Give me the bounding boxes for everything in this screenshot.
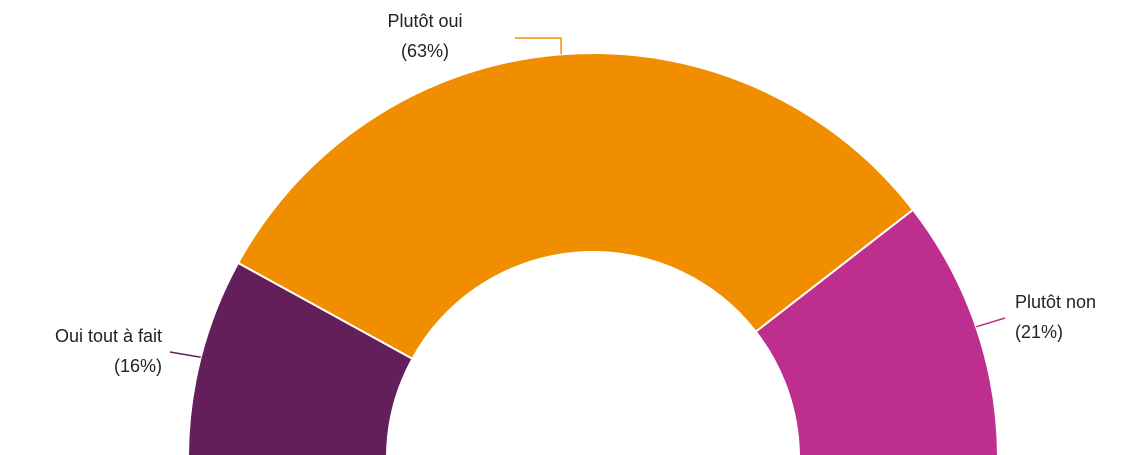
category-label: Plutôt non bbox=[1015, 292, 1096, 312]
leader-line bbox=[975, 317, 1006, 328]
value-label: (21%) bbox=[1015, 322, 1063, 342]
slice-label: Oui tout à fait (16%) bbox=[55, 326, 162, 376]
slice-label: Plutôt oui (63%) bbox=[387, 11, 462, 61]
leader-line bbox=[169, 351, 201, 359]
category-label: Plutôt oui bbox=[387, 11, 462, 31]
slice-label: Plutôt non (21%) bbox=[1015, 292, 1096, 342]
value-label: (16%) bbox=[114, 356, 162, 376]
category-label: Oui tout à fait bbox=[55, 326, 162, 346]
slice bbox=[754, 208, 999, 455]
slice bbox=[236, 52, 915, 361]
leader-line bbox=[515, 37, 562, 55]
value-label: (63%) bbox=[401, 41, 449, 61]
